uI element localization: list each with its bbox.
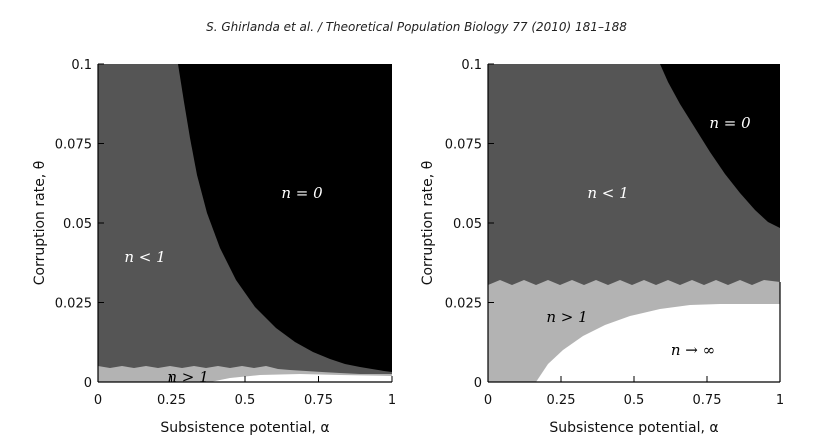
right-plot-area (487, 64, 781, 383)
page-header: S. Ghirlanda et al. / Theoretical Popula… (206, 20, 627, 34)
right-x-tick-label: 0.5 (624, 393, 645, 408)
left-x-ticks: 0 0.25 0.5 0.75 1 (94, 376, 396, 408)
left-label-n-less-1: n < 1 (124, 248, 165, 266)
left-x-tick-label: 0.25 (157, 393, 186, 408)
left-y-tick-label: 0.05 (63, 217, 92, 232)
right-y-ticks: 0 0.025 0.05 0.075 0.1 (445, 58, 494, 391)
right-label-n-greater-1: n > 1 (546, 308, 587, 326)
right-y-tick-label: 0.05 (453, 217, 482, 232)
left-y-tick-label: 0.075 (55, 138, 92, 153)
right-x-tick-label: 0 (484, 393, 492, 408)
right-label-n-infinity: n → ∞ (671, 341, 715, 359)
left-y-ticks: 0 0.025 0.05 0.075 0.1 (55, 58, 104, 391)
left-x-tick-label: 0.75 (304, 393, 333, 408)
right-x-tick-label: 0.25 (547, 393, 576, 408)
right-y-tick-label: 0.1 (461, 58, 482, 73)
left-x-tick-label: 0 (94, 393, 102, 408)
left-x-tick-label: 1 (388, 393, 396, 408)
left-region-n-0 (178, 64, 392, 372)
right-label-n-0: n = 0 (709, 114, 751, 132)
right-label-n-less-1: n < 1 (587, 184, 628, 202)
left-chart: 0 0.25 0.5 0.75 1 0 0.025 0.05 0.075 0.1 Subsist… (32, 58, 396, 436)
right-x-tick-label: 1 (776, 393, 784, 408)
right-y-tick-label: 0.075 (445, 138, 482, 153)
right-x-ticks: 0 0.25 0.5 0.75 1 (484, 376, 784, 408)
right-region-n-0 (660, 64, 780, 228)
left-plot-area (97, 64, 392, 383)
left-x-tick-label: 0.5 (235, 393, 256, 408)
left-y-label: Corruption rate, θ (32, 161, 48, 286)
left-y-tick-label: 0 (84, 376, 92, 391)
left-x-label: Subsistence potential, α (160, 420, 329, 436)
right-x-tick-label: 0.75 (693, 393, 722, 408)
left-y-tick-label: 0.025 (55, 297, 92, 312)
right-chart: 0 0.25 0.5 0.75 1 0 0.025 0.05 0.075 0.1 Subsist… (420, 58, 784, 436)
left-label-n-0: n = 0 (281, 184, 323, 202)
right-y-label: Corruption rate, θ (420, 161, 436, 286)
left-region-white-sliver (210, 374, 392, 382)
right-y-tick-label: 0 (474, 376, 482, 391)
right-region-n-infinity (536, 304, 780, 382)
right-x-label: Subsistence potential, α (549, 420, 718, 436)
left-label-n-greater-1: n > 1 (167, 368, 208, 386)
left-y-tick-label: 0.1 (71, 58, 92, 73)
right-y-tick-label: 0.025 (445, 297, 482, 312)
